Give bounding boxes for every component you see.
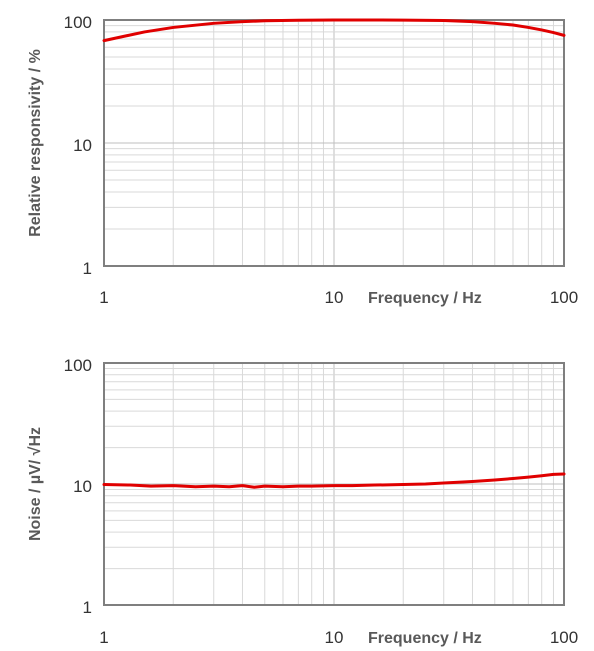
responsivity-y-tick-100: 100 (64, 13, 92, 32)
responsivity-x-axis-title: Frequency / Hz (368, 290, 482, 307)
responsivity-x-tick-100: 100 (550, 288, 578, 307)
noise-x-tick-1: 1 (99, 628, 108, 647)
noise-gridlines (104, 363, 564, 605)
noise-y-tick-1: 1 (83, 598, 92, 617)
responsivity-chart: 100 10 1 1 10 100 Frequency / Hz Relativ… (27, 13, 578, 307)
responsivity-x-tick-10: 10 (325, 288, 344, 307)
responsivity-series-line (102, 18, 566, 43)
responsivity-gridlines (104, 20, 564, 266)
responsivity-y-tick-10: 10 (73, 136, 92, 155)
noise-x-tick-100: 100 (550, 628, 578, 647)
responsivity-y-tick-1: 1 (83, 259, 92, 278)
noise-y-tick-100: 100 (64, 356, 92, 375)
noise-y-axis-title: Noise / µV/ √Hz (27, 427, 44, 541)
noise-y-tick-10: 10 (73, 477, 92, 496)
noise-chart: 100 10 1 1 10 100 Frequency / Hz Noise /… (27, 356, 578, 647)
noise-x-axis-title: Frequency / Hz (368, 630, 482, 647)
responsivity-y-axis-title: Relative responsivity / % (27, 49, 44, 237)
responsivity-x-tick-1: 1 (99, 288, 108, 307)
noise-series-line (102, 472, 566, 489)
noise-x-tick-10: 10 (325, 628, 344, 647)
